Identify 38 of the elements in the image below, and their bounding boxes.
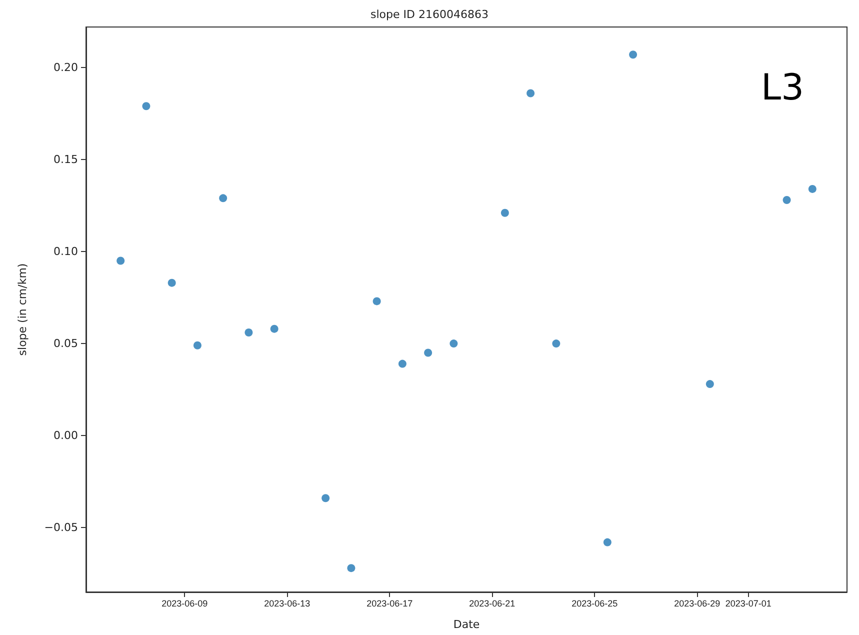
point bbox=[603, 538, 612, 546]
point bbox=[526, 89, 535, 98]
y-tick-label: 0.10 bbox=[54, 245, 78, 258]
x-tick-label: 2023-06-29 bbox=[674, 598, 720, 608]
point bbox=[552, 340, 560, 348]
point bbox=[142, 102, 150, 110]
point bbox=[244, 328, 253, 337]
x-tick-label: 2023-06-09 bbox=[162, 598, 208, 608]
point bbox=[398, 360, 406, 368]
y-tick-label: 0.00 bbox=[54, 429, 78, 442]
x-tick-label: 2023-06-25 bbox=[572, 598, 618, 608]
y-tick-label: 0.15 bbox=[54, 153, 78, 166]
point bbox=[450, 340, 458, 348]
point bbox=[116, 256, 125, 265]
point bbox=[424, 348, 432, 357]
point bbox=[219, 194, 228, 202]
y-tick-label: −0.05 bbox=[44, 521, 78, 534]
x-axis-title: Date bbox=[453, 618, 480, 631]
point bbox=[270, 324, 278, 333]
point bbox=[193, 341, 202, 350]
y-tick-label: 0.20 bbox=[54, 60, 78, 74]
y-axis-title: slope (in cm/km) bbox=[16, 263, 29, 356]
annotation: L3 bbox=[761, 68, 804, 108]
point bbox=[168, 278, 176, 287]
point bbox=[347, 564, 356, 572]
x-tick-label: 2023-07-01 bbox=[725, 598, 772, 608]
point bbox=[500, 208, 509, 217]
x-tick-label: 2023-06-21 bbox=[469, 598, 516, 608]
y-tick-label: 0.05 bbox=[54, 337, 78, 350]
x-tick-label: 2023-06-13 bbox=[264, 598, 310, 608]
point bbox=[808, 184, 816, 193]
point bbox=[372, 297, 381, 306]
point bbox=[706, 380, 714, 388]
point bbox=[629, 50, 638, 59]
point bbox=[322, 494, 330, 502]
chart-title: slope ID 2160046863 bbox=[370, 8, 488, 21]
x-tick-label: 2023-06-17 bbox=[366, 598, 413, 608]
point bbox=[782, 196, 791, 204]
